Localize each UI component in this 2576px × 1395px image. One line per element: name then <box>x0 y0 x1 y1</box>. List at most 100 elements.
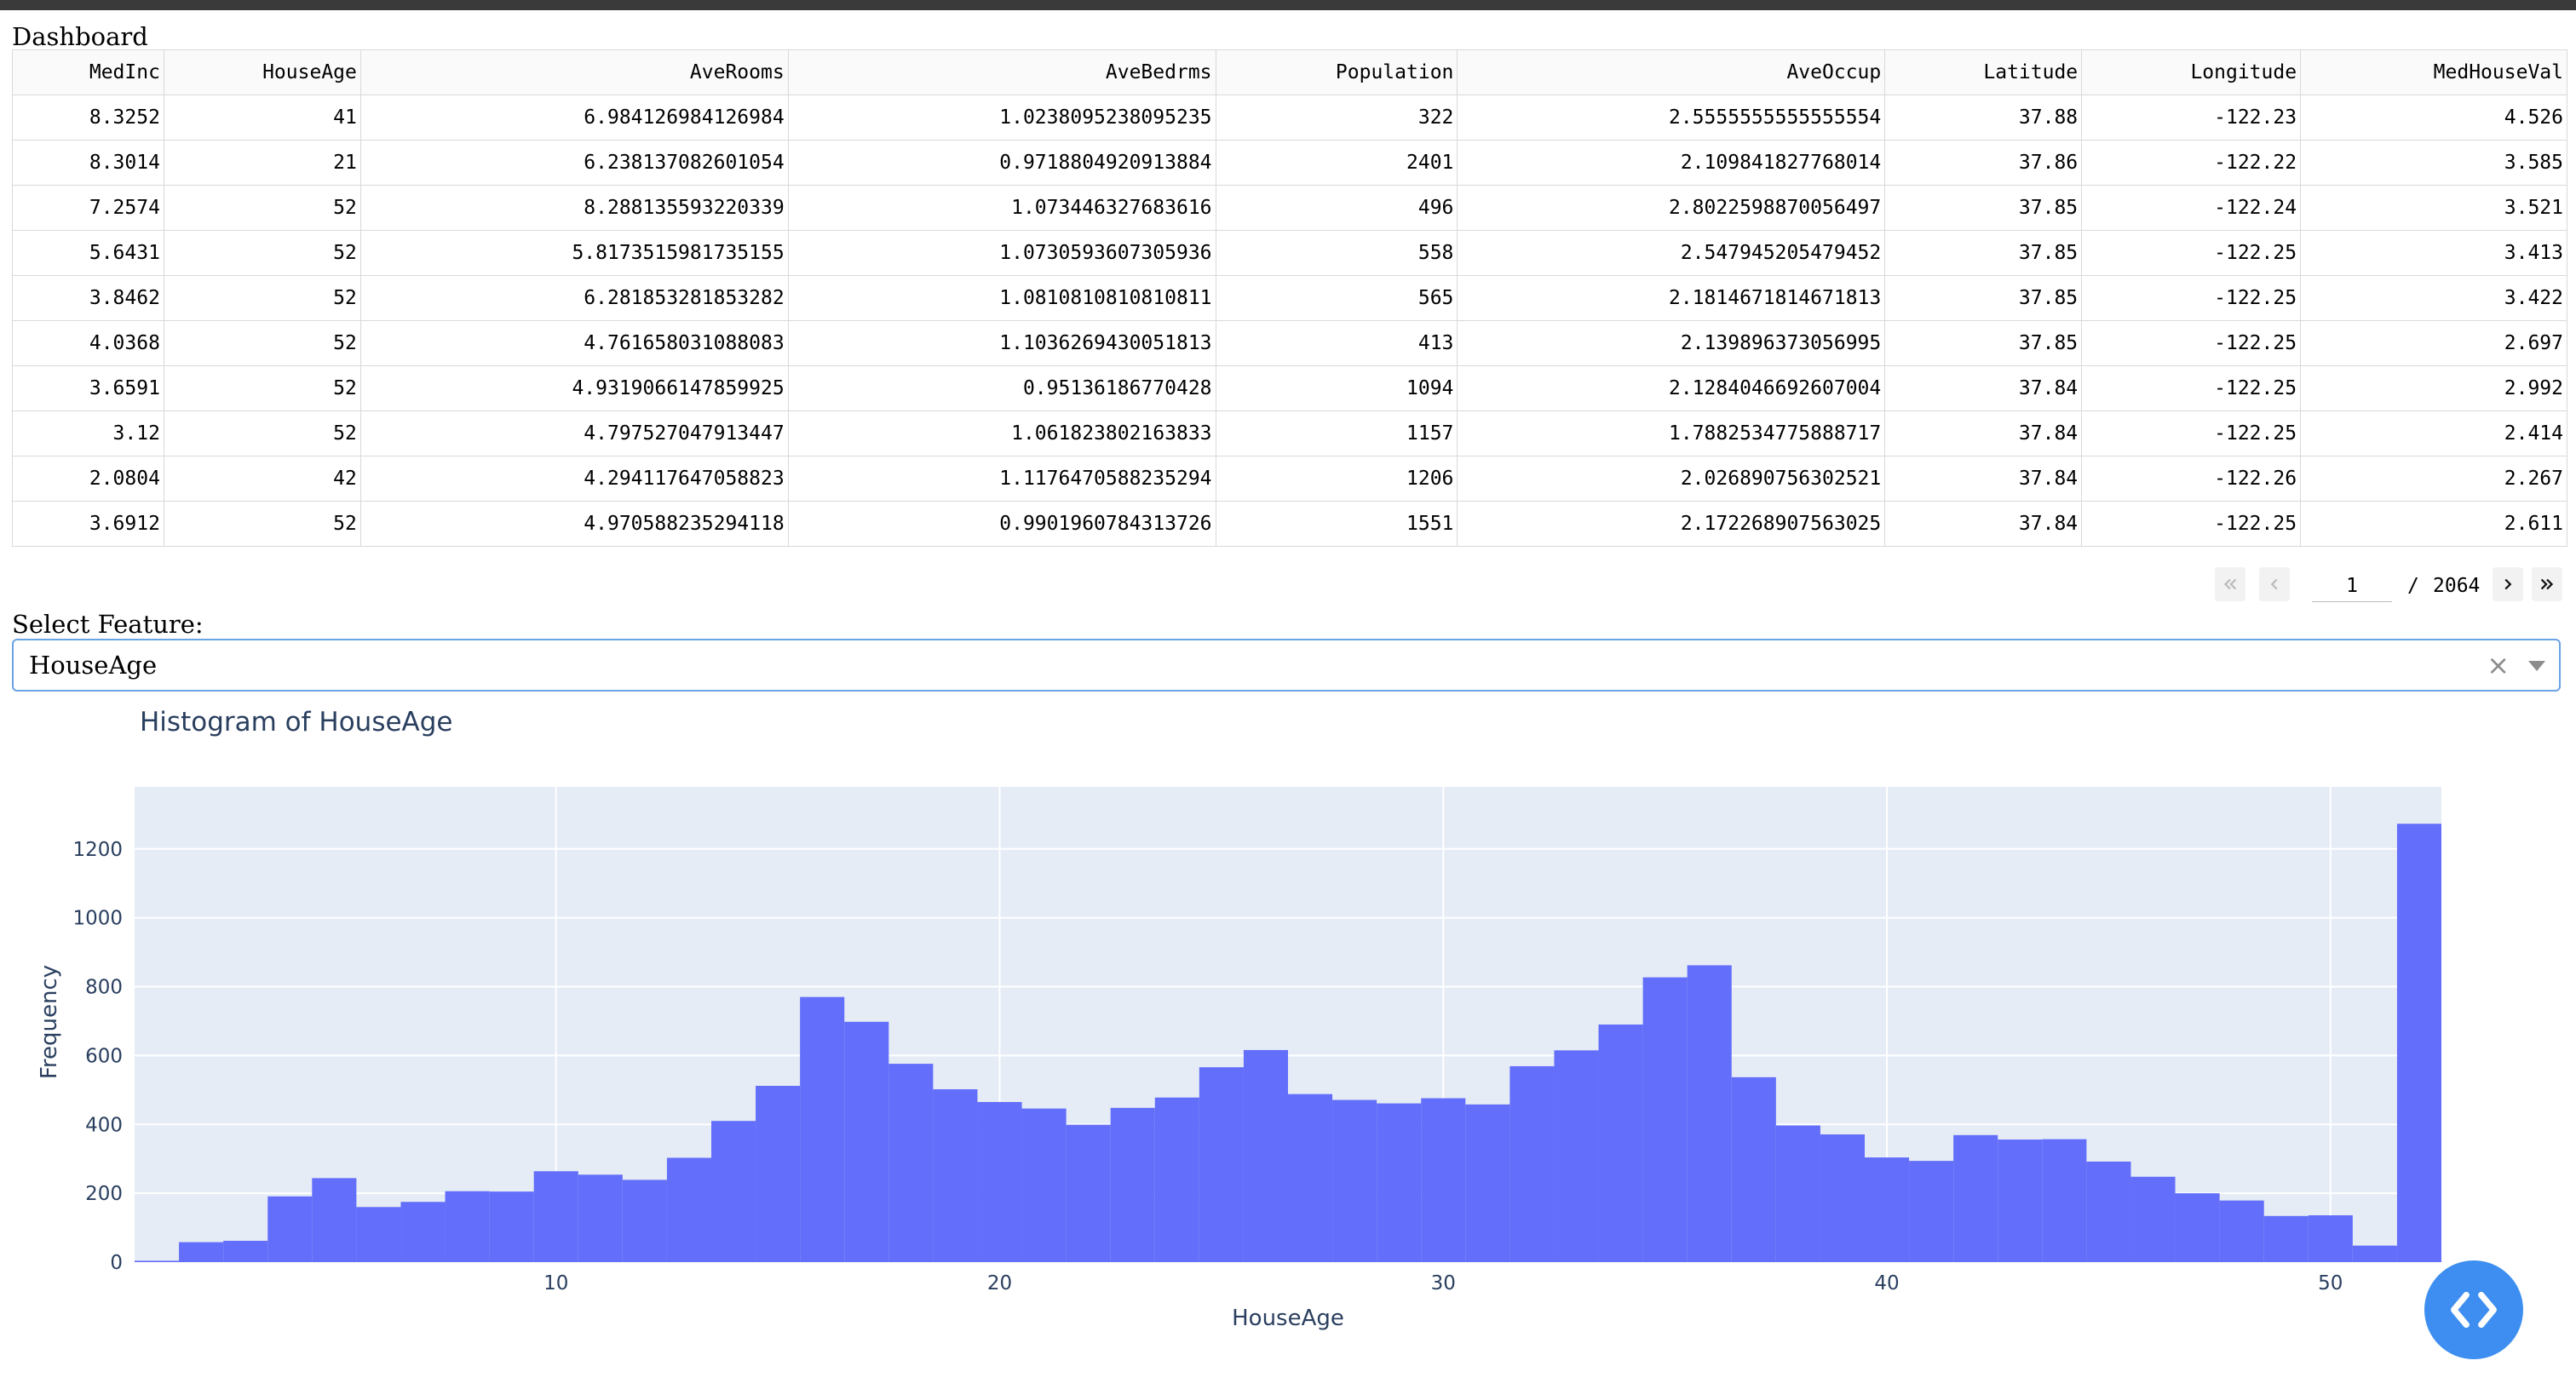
histogram-bar[interactable] <box>977 1101 1022 1262</box>
table-cell[interactable]: -122.26 <box>2081 456 2302 502</box>
histogram-bar[interactable] <box>2219 1200 2264 1262</box>
table-cell[interactable]: 2.139896373056995 <box>1457 320 1886 366</box>
table-cell[interactable]: 0.9901960784313726 <box>787 501 1216 547</box>
clear-selection-icon[interactable]: × <box>2487 649 2510 681</box>
table-cell[interactable]: 558 <box>1215 230 1458 276</box>
histogram-bar[interactable] <box>1953 1134 1998 1262</box>
histogram-bar[interactable] <box>2042 1139 2087 1262</box>
column-header-aveoccup[interactable]: AveOccup <box>1457 49 1886 95</box>
table-cell[interactable]: 1.1036269430051813 <box>787 320 1216 366</box>
table-cell[interactable]: 2.1814671814671813 <box>1457 275 1886 321</box>
table-cell[interactable]: 0.95136186770428 <box>787 365 1216 411</box>
table-cell[interactable]: 2.267 <box>2300 456 2567 502</box>
table-cell[interactable]: 52 <box>163 185 361 231</box>
histogram-bar[interactable] <box>1066 1124 1111 1262</box>
table-cell[interactable]: 4.761658031088083 <box>359 320 789 366</box>
histogram-bar[interactable] <box>400 1202 446 1262</box>
table-cell[interactable]: 2.8022598870056497 <box>1457 185 1886 231</box>
table-cell[interactable]: 1206 <box>1215 456 1458 502</box>
histogram-bar[interactable] <box>2086 1161 2131 1262</box>
histogram-bar[interactable] <box>1421 1098 1466 1262</box>
table-cell[interactable]: 3.12 <box>12 410 164 456</box>
last-page-button[interactable] <box>2532 567 2562 601</box>
histogram-bar[interactable] <box>1909 1161 1954 1262</box>
histogram-bar[interactable] <box>223 1240 268 1262</box>
histogram-bar[interactable] <box>933 1089 978 1262</box>
table-cell[interactable]: 2.109841827768014 <box>1457 140 1886 186</box>
table-cell[interactable]: -122.25 <box>2081 320 2302 366</box>
histogram-bar[interactable] <box>1465 1104 1510 1262</box>
histogram-bar[interactable] <box>2352 1245 2397 1262</box>
feature-dropdown[interactable]: HouseAge × <box>12 639 2561 692</box>
histogram-bar[interactable] <box>312 1178 357 1262</box>
table-cell[interactable]: 3.413 <box>2300 230 2567 276</box>
table-cell[interactable]: 565 <box>1215 275 1458 321</box>
table-cell[interactable]: 4.0368 <box>12 320 164 366</box>
table-cell[interactable]: 37.84 <box>1884 456 2083 502</box>
table-cell[interactable]: 5.6431 <box>12 230 164 276</box>
table-cell[interactable]: -122.25 <box>2081 230 2302 276</box>
table-cell[interactable]: 1.0238095238095235 <box>787 95 1216 141</box>
table-cell[interactable]: 1.0730593607305936 <box>787 230 1216 276</box>
table-cell[interactable]: 4.797527047913447 <box>359 410 789 456</box>
table-cell[interactable]: 3.6912 <box>12 501 164 547</box>
histogram-bar[interactable] <box>756 1085 801 1262</box>
histogram-bar[interactable] <box>888 1064 934 1262</box>
histogram-bar[interactable] <box>2130 1176 2176 1262</box>
histogram-bar[interactable] <box>1820 1134 1865 1262</box>
table-cell[interactable]: 6.281853281853282 <box>359 275 789 321</box>
table-cell[interactable]: 8.288135593220339 <box>359 185 789 231</box>
histogram-bar[interactable] <box>533 1171 578 1262</box>
table-cell[interactable]: 37.84 <box>1884 501 2083 547</box>
histogram-bar[interactable] <box>844 1021 889 1262</box>
table-cell[interactable]: 2.5555555555555554 <box>1457 95 1886 141</box>
histogram-bar[interactable] <box>1731 1076 1776 1262</box>
first-page-button[interactable] <box>2215 567 2245 601</box>
table-cell[interactable]: 2.026890756302521 <box>1457 456 1886 502</box>
histogram-bar[interactable] <box>1509 1065 1555 1262</box>
histogram-bar[interactable] <box>1377 1103 1422 1262</box>
histogram-bar[interactable] <box>578 1174 623 1262</box>
column-header-longitude[interactable]: Longitude <box>2081 49 2302 95</box>
table-cell[interactable]: 6.238137082601054 <box>359 140 789 186</box>
histogram-bar[interactable] <box>1021 1108 1067 1262</box>
table-cell[interactable]: 4.970588235294118 <box>359 501 789 547</box>
histogram-bar[interactable] <box>1998 1140 2043 1262</box>
table-cell[interactable]: -122.25 <box>2081 501 2302 547</box>
histogram-bar[interactable] <box>1199 1067 1244 1262</box>
table-cell[interactable]: 322 <box>1215 95 1458 141</box>
table-cell[interactable]: 37.85 <box>1884 275 2083 321</box>
histogram-bar[interactable] <box>1598 1025 1643 1262</box>
table-cell[interactable]: 37.85 <box>1884 320 2083 366</box>
table-cell[interactable]: 5.8173515981735155 <box>359 230 789 276</box>
table-cell[interactable]: 4.9319066147859925 <box>359 365 789 411</box>
table-cell[interactable]: 52 <box>163 501 361 547</box>
histogram-bar[interactable] <box>489 1191 534 1262</box>
table-cell[interactable]: -122.24 <box>2081 185 2302 231</box>
histogram-bar[interactable] <box>2263 1215 2309 1262</box>
column-header-houseage[interactable]: HouseAge <box>163 49 361 95</box>
table-cell[interactable]: 2.414 <box>2300 410 2567 456</box>
table-cell[interactable]: 1094 <box>1215 365 1458 411</box>
table-cell[interactable]: 4.526 <box>2300 95 2567 141</box>
histogram-bar[interactable] <box>445 1191 490 1262</box>
histogram-bar[interactable] <box>1243 1049 1288 1262</box>
table-cell[interactable]: 37.84 <box>1884 410 2083 456</box>
table-cell[interactable]: 6.984126984126984 <box>359 95 789 141</box>
histogram-bar[interactable] <box>1154 1097 1199 1262</box>
table-cell[interactable]: 2.0804 <box>12 456 164 502</box>
histogram-bar[interactable] <box>2396 824 2441 1262</box>
table-cell[interactable]: 2.547945205479452 <box>1457 230 1886 276</box>
table-cell[interactable]: 1.0810810810810811 <box>787 275 1216 321</box>
histogram-bar[interactable] <box>135 1260 180 1262</box>
table-cell[interactable]: -122.25 <box>2081 410 2302 456</box>
table-cell[interactable]: 52 <box>163 320 361 366</box>
table-cell[interactable]: 3.585 <box>2300 140 2567 186</box>
table-cell[interactable]: 496 <box>1215 185 1458 231</box>
table-cell[interactable]: 3.6591 <box>12 365 164 411</box>
table-cell[interactable]: 2401 <box>1215 140 1458 186</box>
table-cell[interactable]: 52 <box>163 275 361 321</box>
table-cell[interactable]: -122.25 <box>2081 275 2302 321</box>
table-cell[interactable]: 8.3252 <box>12 95 164 141</box>
histogram-bar[interactable] <box>711 1121 756 1262</box>
